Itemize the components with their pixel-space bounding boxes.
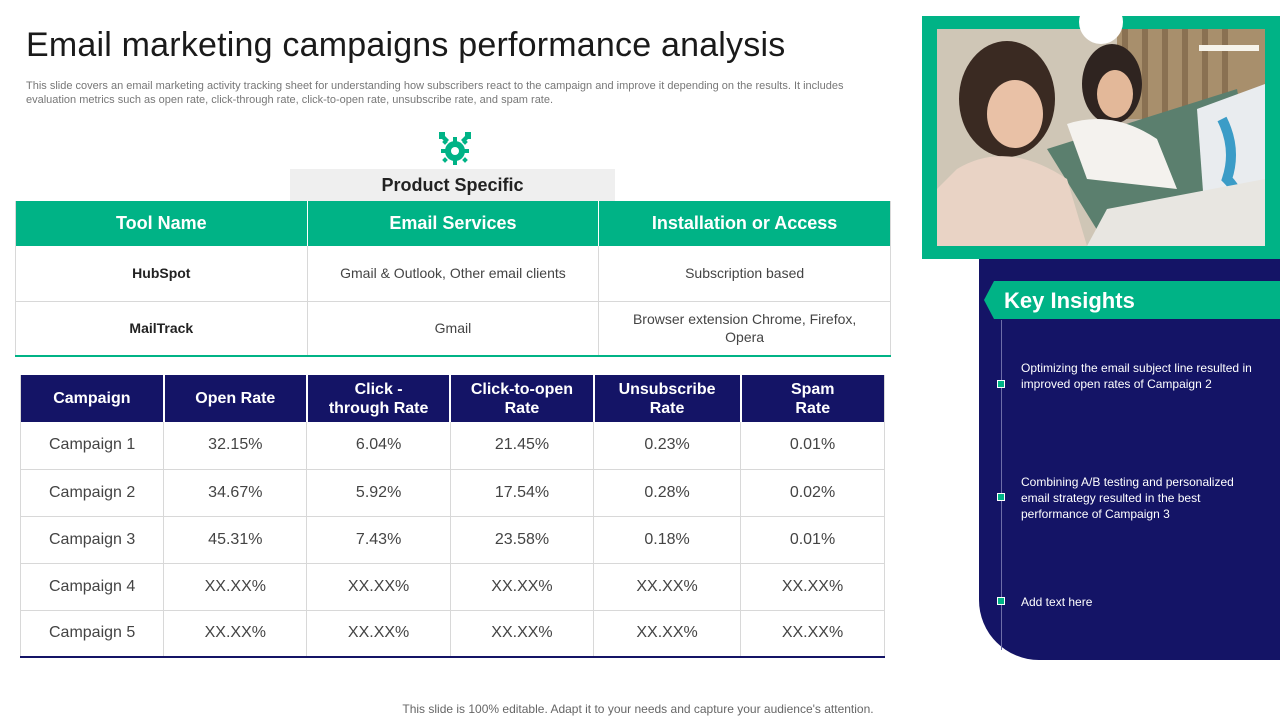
campaign-table: Campaign Open Rate Click -through Rate C… bbox=[20, 375, 885, 658]
spam-cell: XX.XX% bbox=[740, 563, 885, 611]
campaign-cell: Campaign 4 bbox=[20, 563, 165, 611]
unsubscribe-cell: 0.23% bbox=[593, 422, 741, 470]
table-row: Campaign 2 34.67% 5.92% 17.54% 0.28% 0.0… bbox=[20, 469, 885, 517]
table-row: Campaign 4 XX.XX% XX.XX% XX.XX% XX.XX% X… bbox=[20, 563, 885, 611]
table-row: MailTrack Gmail Browser extension Chrome… bbox=[15, 301, 891, 357]
table-row: HubSpot Gmail & Outlook, Other email cli… bbox=[15, 246, 891, 302]
unsubscribe-cell: 0.28% bbox=[593, 469, 741, 517]
campaign-header-open-rate: Open Rate bbox=[163, 375, 308, 422]
insight-bullet-icon bbox=[997, 380, 1005, 388]
email-services-cell: Gmail & Outlook, Other email clients bbox=[307, 246, 600, 302]
installation-cell: Subscription based bbox=[598, 246, 891, 302]
open-rate-cell: XX.XX% bbox=[163, 563, 308, 611]
unsubscribe-cell: XX.XX% bbox=[593, 610, 741, 658]
tool-name-cell: HubSpot bbox=[15, 246, 308, 302]
tool-name-cell: MailTrack bbox=[15, 301, 308, 357]
open-rate-cell: XX.XX% bbox=[163, 610, 308, 658]
insights-timeline-line bbox=[1001, 320, 1002, 650]
campaign-header-campaign: Campaign bbox=[20, 375, 165, 422]
team-photo bbox=[937, 29, 1265, 246]
table-row: Campaign 1 32.15% 6.04% 21.45% 0.23% 0.0… bbox=[20, 422, 885, 470]
spam-cell: 0.01% bbox=[740, 422, 885, 470]
spam-cell: XX.XX% bbox=[740, 610, 885, 658]
gear-wrench-icon bbox=[439, 132, 471, 165]
footer-note: This slide is 100% editable. Adapt it to… bbox=[402, 702, 874, 716]
insight-bullet-icon bbox=[997, 493, 1005, 501]
campaign-cell: Campaign 5 bbox=[20, 610, 165, 658]
email-services-cell: Gmail bbox=[307, 301, 600, 357]
campaign-header-click-to-open: Click-to-open Rate bbox=[450, 375, 595, 422]
click-to-open-cell: XX.XX% bbox=[450, 610, 595, 658]
decorative-circle bbox=[1079, 0, 1123, 44]
key-insights-banner bbox=[984, 281, 1280, 319]
open-rate-cell: 45.31% bbox=[163, 516, 308, 564]
click-to-open-cell: 23.58% bbox=[450, 516, 595, 564]
unsubscribe-cell: 0.18% bbox=[593, 516, 741, 564]
table-row: Campaign 5 XX.XX% XX.XX% XX.XX% XX.XX% X… bbox=[20, 610, 885, 658]
click-through-cell: XX.XX% bbox=[306, 563, 451, 611]
insight-bullet-icon bbox=[997, 597, 1005, 605]
campaign-header-click-through: Click -through Rate bbox=[306, 375, 452, 422]
click-to-open-cell: 17.54% bbox=[450, 469, 595, 517]
spam-cell: 0.01% bbox=[740, 516, 885, 564]
campaign-cell: Campaign 1 bbox=[20, 422, 165, 470]
photo-frame bbox=[922, 16, 1280, 259]
campaign-header-unsubscribe: Unsubscribe Rate bbox=[593, 375, 742, 422]
insight-text: Combining A/B testing and personalized e… bbox=[1021, 475, 1234, 521]
campaign-cell: Campaign 2 bbox=[20, 469, 165, 517]
page-subtitle: This slide covers an email marketing act… bbox=[26, 80, 844, 106]
open-rate-cell: 34.67% bbox=[163, 469, 308, 517]
tools-header-installation: Installation or Access bbox=[598, 201, 891, 246]
click-to-open-cell: 21.45% bbox=[450, 422, 595, 470]
campaign-header-spam: Spam Rate bbox=[740, 375, 885, 422]
insight-text: Add text here bbox=[1021, 595, 1093, 609]
click-through-cell: 5.92% bbox=[306, 469, 451, 517]
click-through-cell: 6.04% bbox=[306, 422, 451, 470]
product-specific-band: Product Specific bbox=[290, 169, 615, 201]
tools-header-tool-name: Tool Name bbox=[15, 201, 308, 246]
click-through-cell: XX.XX% bbox=[306, 610, 451, 658]
open-rate-cell: 32.15% bbox=[163, 422, 308, 470]
click-through-cell: 7.43% bbox=[306, 516, 451, 564]
table-row: Campaign 3 45.31% 7.43% 23.58% 0.18% 0.0… bbox=[20, 516, 885, 564]
tools-table: Tool Name Email Services Installation or… bbox=[15, 201, 891, 357]
key-insights-title: Key Insights bbox=[1004, 288, 1135, 313]
page-title: Email marketing campaigns performance an… bbox=[26, 26, 786, 64]
unsubscribe-cell: XX.XX% bbox=[593, 563, 741, 611]
click-to-open-cell: XX.XX% bbox=[450, 563, 595, 611]
installation-cell: Browser extension Chrome, Firefox, Opera bbox=[598, 301, 891, 357]
insight-text: Optimizing the email subject line result… bbox=[1021, 361, 1252, 391]
tools-header-email-services: Email Services bbox=[307, 201, 600, 246]
campaign-cell: Campaign 3 bbox=[20, 516, 165, 564]
spam-cell: 0.02% bbox=[740, 469, 885, 517]
photo-illustration bbox=[937, 29, 1265, 246]
key-insights-panel bbox=[979, 259, 1280, 660]
